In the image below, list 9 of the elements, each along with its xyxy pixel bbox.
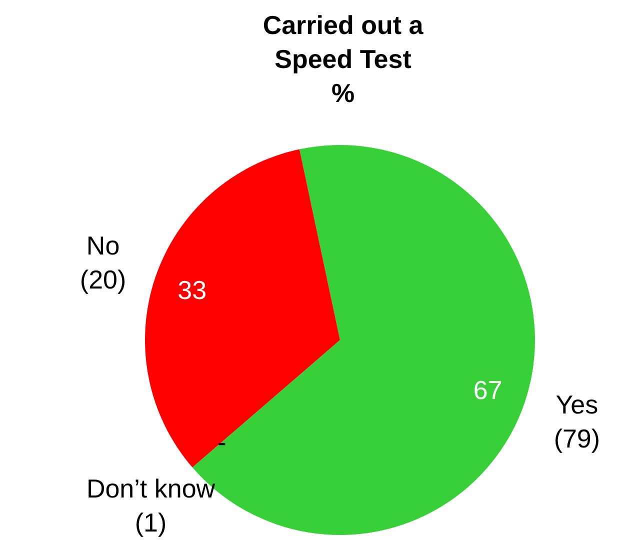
slice-label: Yes (79) — [554, 390, 600, 454]
chart-title: Carried out a Speed Test — [262, 9, 424, 76]
text: - — [218, 426, 226, 457]
data-label: 67 — [473, 374, 502, 405]
pie-slice — [145, 149, 340, 468]
chart-subtitle: % — [330, 77, 356, 110]
data-label: 33 — [178, 275, 207, 306]
slice-label: No (20) — [80, 230, 126, 294]
category-label: Don’t know (1) — [86, 473, 216, 538]
